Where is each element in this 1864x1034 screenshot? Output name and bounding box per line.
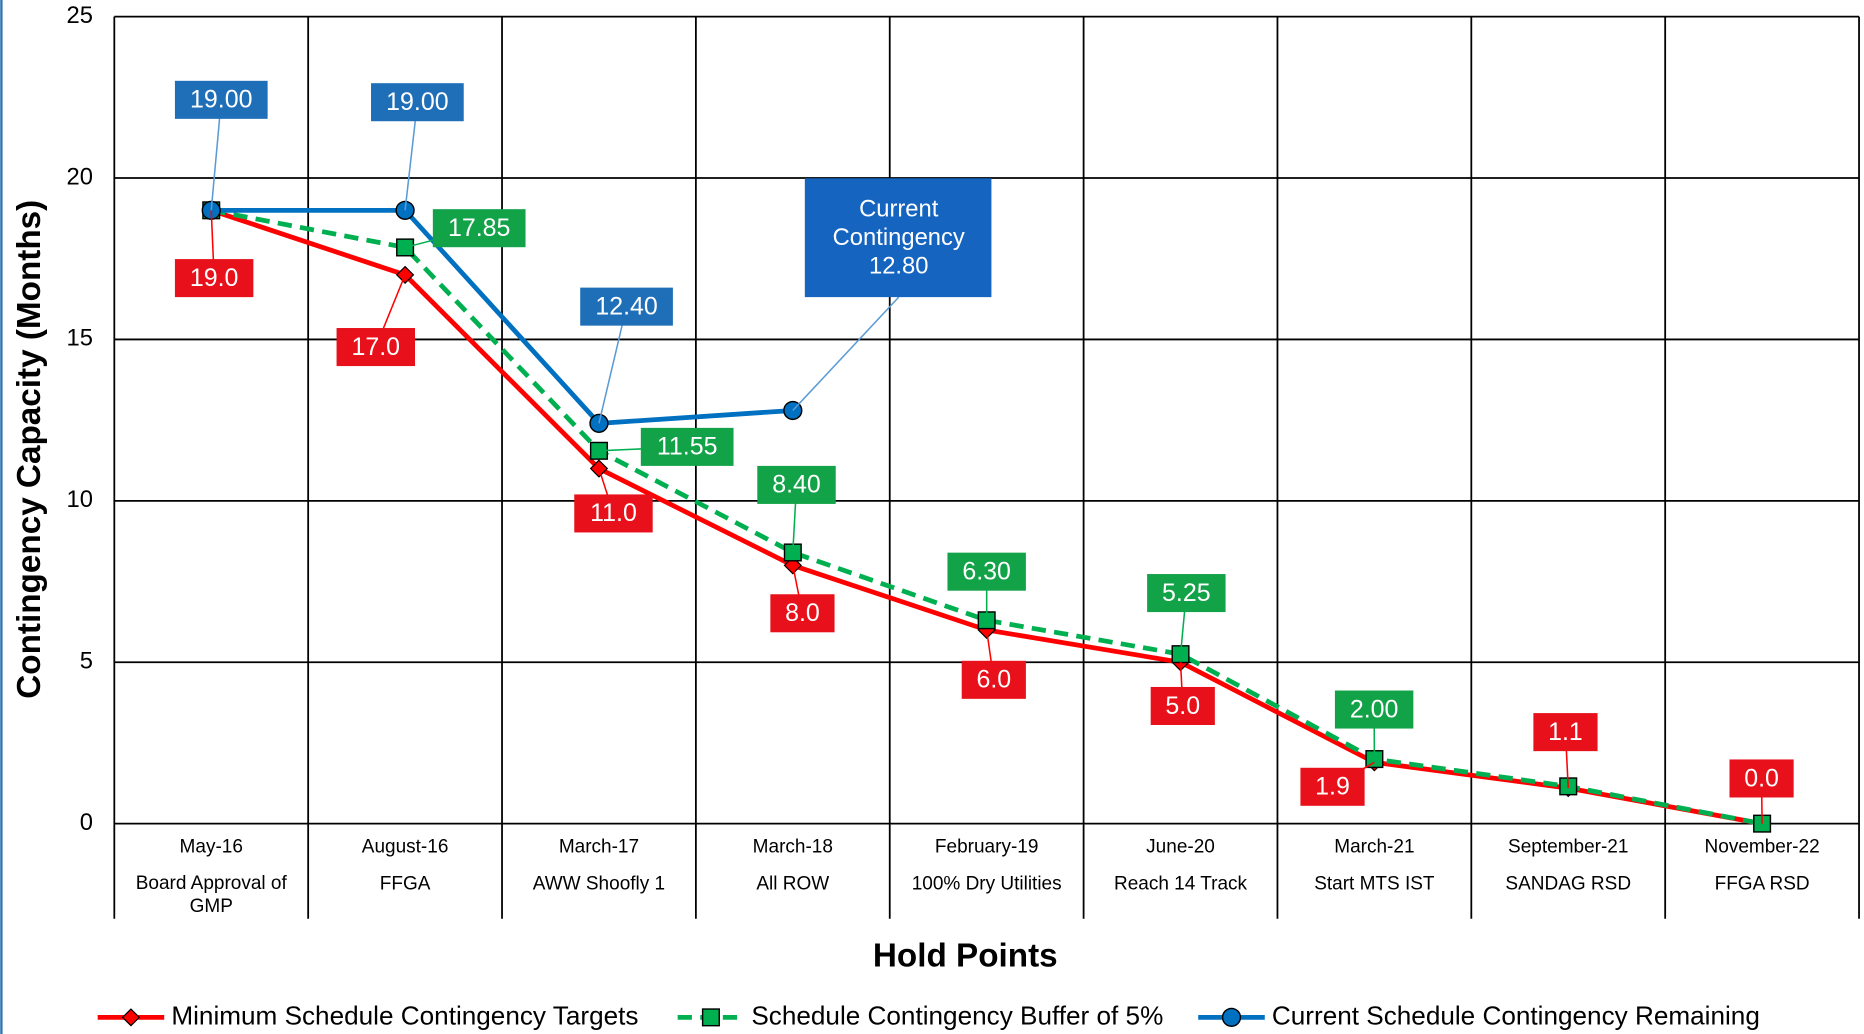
label-box — [580, 287, 673, 326]
y-tick-label: 0 — [80, 809, 93, 836]
hold-point-label: Start MTS IST — [1314, 873, 1435, 894]
x-tick-label: March-18 — [753, 836, 833, 857]
label-box — [1729, 759, 1794, 798]
hold-point-label: SANDAG RSD — [1505, 873, 1631, 894]
hold-point-label: 100% Dry Utilities — [912, 873, 1062, 894]
data-label: 8.40 — [772, 471, 821, 499]
hold-point-label: All ROW — [756, 873, 829, 894]
y-tick-label: 20 — [66, 163, 92, 190]
hold-point-label: Reach 14 Track — [1114, 873, 1248, 894]
data-label: 11.55 — [657, 433, 718, 461]
data-label: 8.0 — [785, 599, 820, 627]
data-label: 1.9 — [1315, 773, 1350, 801]
annotation-text: Current — [859, 196, 939, 223]
data-label: 1.1 — [1548, 718, 1583, 746]
series-line — [211, 207, 793, 426]
legend-label: Current Schedule Contingency Remaining — [1272, 1000, 1760, 1030]
label-box — [640, 427, 734, 466]
data-label: 19.00 — [386, 88, 448, 116]
data-label: 2.00 — [1350, 695, 1399, 723]
data-label: 11.0 — [590, 499, 637, 527]
data-label: 19.00 — [190, 86, 252, 114]
x-tick-label: August-16 — [362, 836, 449, 857]
y-tick-label: 25 — [66, 2, 92, 29]
hold-point-line: GMP — [190, 896, 233, 917]
legend-label: Minimum Schedule Contingency Targets — [171, 1000, 638, 1030]
label-box — [1300, 767, 1365, 806]
x-axis-title: Hold Points — [873, 938, 1058, 975]
label-box — [174, 259, 254, 298]
legend-label: Schedule Contingency Buffer of 5% — [751, 1000, 1163, 1030]
label-box — [1150, 686, 1215, 725]
data-label: 6.0 — [976, 666, 1011, 694]
x-tick-label: September-21 — [1508, 836, 1628, 857]
label-box — [336, 328, 415, 367]
data-label: 17.85 — [448, 214, 510, 242]
hold-point-label: FFGA — [380, 873, 431, 894]
data-point — [395, 265, 415, 285]
series-line — [210, 208, 1763, 826]
label-box — [757, 465, 836, 504]
data-point — [589, 413, 609, 433]
y-tick-label: 15 — [66, 325, 92, 352]
data-label: 12.80 — [869, 253, 928, 280]
data-label: 5.25 — [1162, 579, 1211, 607]
leader-line — [598, 306, 628, 424]
label-box — [574, 494, 653, 533]
label-box — [432, 209, 526, 248]
y-tick-label: 10 — [66, 486, 92, 513]
data-point — [1221, 1007, 1242, 1027]
x-tick-label: March-21 — [1334, 836, 1414, 857]
data-label: 19.0 — [190, 264, 239, 292]
label-box — [947, 552, 1026, 591]
label-box — [1334, 690, 1414, 729]
data-label: 6.30 — [962, 557, 1011, 585]
label-box — [961, 660, 1026, 699]
data-point — [121, 1008, 141, 1027]
hold-point-label: AWW Shoofly 1 — [533, 873, 665, 894]
series-line — [210, 207, 1763, 826]
x-tick-label: May-16 — [180, 836, 243, 857]
label-box — [1147, 574, 1226, 613]
hold-point-label: FFGA RSD — [1715, 873, 1810, 894]
annotation-text: Contingency — [833, 224, 965, 251]
data-label: 12.40 — [595, 292, 657, 320]
label-box — [1533, 713, 1598, 752]
data-label: 0.0 — [1744, 764, 1779, 792]
x-tick-label: February-19 — [935, 836, 1039, 857]
data-label: 17.0 — [352, 333, 401, 361]
label-box — [770, 594, 835, 633]
x-tick-label: June-20 — [1146, 836, 1215, 857]
label-box — [371, 83, 464, 122]
x-tick-label: March-17 — [559, 836, 639, 857]
hold-point-label: Board Approval of GMP — [136, 873, 288, 917]
y-tick-label: 5 — [80, 648, 93, 675]
leader-line — [792, 296, 900, 411]
data-point — [701, 1008, 720, 1027]
annotation-box — [804, 178, 992, 298]
left-edge — [0, 0, 3, 1034]
y-axis-title: Contingency Capacity (Months) — [11, 200, 48, 699]
label-box — [174, 80, 268, 119]
hold-point-line: Board Approval of — [136, 873, 288, 894]
x-tick-label: November-22 — [1705, 836, 1820, 857]
data-label: 5.0 — [1165, 692, 1200, 720]
